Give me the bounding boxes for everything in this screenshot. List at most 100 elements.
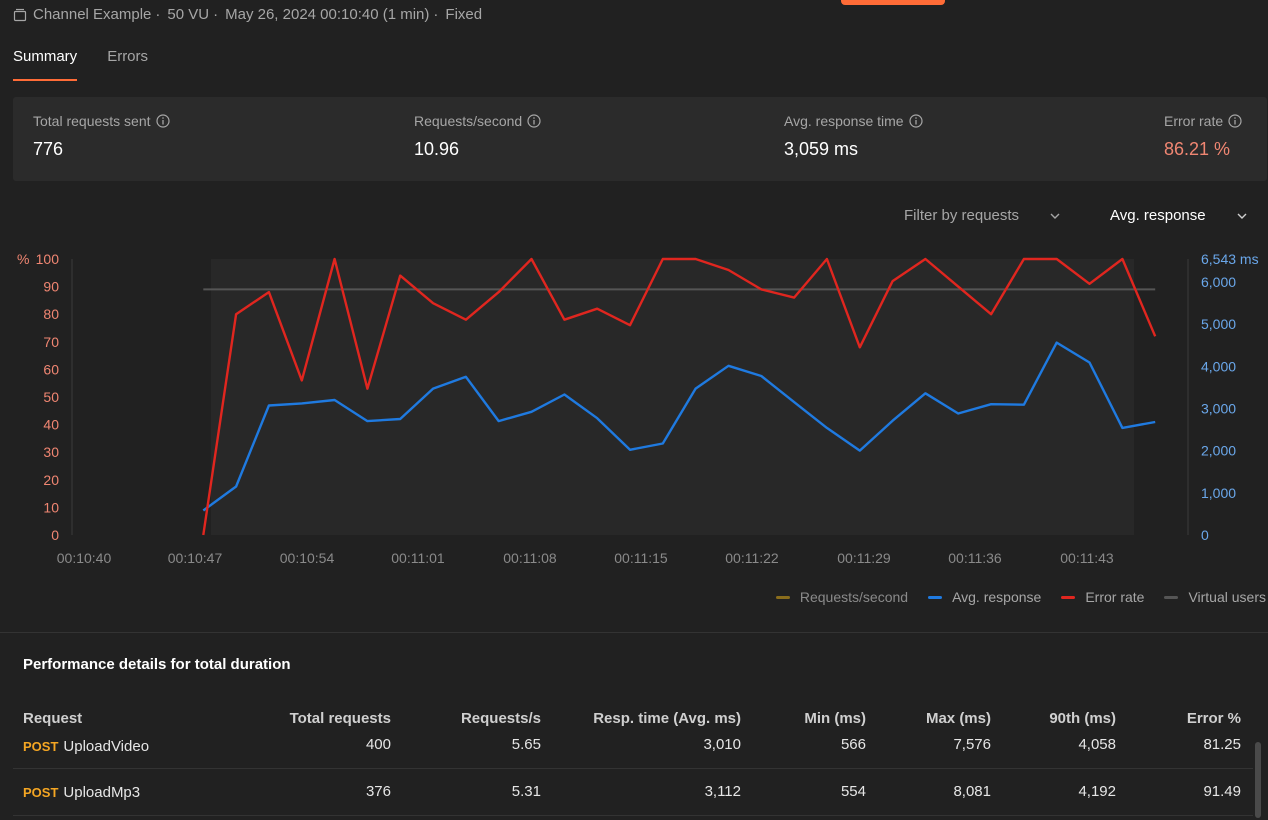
separator: · [433, 6, 439, 23]
request-cell[interactable]: POST UploadVideo [23, 738, 149, 755]
legend-swatch [1061, 595, 1076, 599]
chart-legend: Requests/second Avg. response Error rate… [775, 589, 1266, 605]
legend-error-rate[interactable]: Error rate [1061, 589, 1144, 605]
right-axis-tick: 3,000 [1201, 400, 1236, 416]
table-row[interactable]: POST UploadMp3 376 5.31 3,112 554 8,081 4… [13, 769, 1253, 816]
info-icon[interactable] [1228, 114, 1242, 128]
collection-name[interactable]: Channel Example [33, 6, 152, 23]
series-avg-response-line[interactable] [202, 341, 1156, 512]
right-axis-tick: 0 [1201, 527, 1209, 543]
header-min[interactable]: Min (ms) [804, 710, 866, 727]
chart-active-region [211, 259, 1134, 535]
run-info: Channel Example · 50 VU · May 26, 2024 0… [13, 6, 482, 23]
legend-swatch [1164, 595, 1179, 599]
legend-label: Avg. response [952, 589, 1042, 605]
legend-avg-response[interactable]: Avg. response [928, 589, 1041, 605]
collection-icon [13, 8, 27, 21]
chevron-down-icon [1050, 213, 1060, 219]
run-again-button[interactable] [841, 0, 945, 5]
info-icon[interactable] [527, 114, 541, 128]
series-error-rate-line[interactable] [202, 257, 1157, 536]
x-axis-tick: 00:11:22 [725, 550, 779, 566]
load-profile: Fixed [445, 6, 483, 23]
chevron-down-icon [1237, 213, 1247, 219]
left-axis-tick: 60 [43, 361, 59, 377]
x-axis-tick: 00:11:08 [503, 550, 557, 566]
requests-per-second-cell: 5.31 [511, 783, 541, 800]
info-icon[interactable] [155, 114, 170, 128]
metric-dropdown[interactable]: Avg. response [1110, 207, 1248, 224]
total-requests-cell: 400 [365, 736, 391, 753]
legend-requests-second[interactable]: Requests/second [775, 589, 909, 605]
stat-value: 776 [33, 139, 64, 159]
header-resp-time[interactable]: Resp. time (Avg. ms) [593, 710, 741, 727]
header-max[interactable]: Max (ms) [925, 710, 991, 727]
table-row[interactable]: POST UploadVideo 400 5.65 3,010 566 7,576… [13, 736, 1253, 769]
error-percent-cell: 91.49 [1203, 783, 1241, 800]
performance-table: Request Total requests Requests/s Resp. … [13, 706, 1253, 816]
http-method: POST [23, 739, 59, 754]
x-axis-tick: 00:10:40 [57, 550, 112, 566]
summary-stats-panel: Total requests sent 776 Requests/second … [13, 97, 1267, 181]
legend-swatch [928, 595, 943, 599]
legend-label: Virtual users [1188, 589, 1266, 605]
requests-per-second-cell: 5.65 [511, 736, 541, 753]
tab-errors[interactable]: Errors [107, 48, 149, 65]
table-scrollbar[interactable] [1255, 742, 1261, 818]
left-axis-tick: 50 [43, 389, 59, 405]
resp-time-cell: 3,010 [703, 736, 741, 753]
left-axis-tick: 10 [43, 499, 59, 515]
header-requests-per-second[interactable]: Requests/s [460, 710, 541, 727]
max-cell: 8,081 [953, 783, 991, 800]
header-total-requests[interactable]: Total requests [289, 710, 391, 727]
run-header: Channel Example · 50 VU · May 26, 2024 0… [0, 0, 1268, 32]
stat-label: Total requests sent [33, 113, 151, 129]
filter-requests-label: Filter by requests [904, 207, 1020, 224]
x-axis-tick: 00:11:15 [614, 550, 668, 566]
stat-label: Avg. response time [784, 113, 904, 129]
error-percent-cell: 81.25 [1203, 736, 1241, 753]
left-axis-tick: 20 [43, 472, 59, 488]
stat-label: Error rate [1164, 113, 1224, 129]
max-cell: 7,576 [953, 736, 991, 753]
left-axis-tick: 40 [43, 417, 59, 433]
x-axis-tick: 00:11:36 [948, 550, 1002, 566]
header-p90[interactable]: 90th (ms) [1049, 710, 1116, 727]
stat-requests-per-second: Requests/second 10.96 [414, 113, 541, 160]
stat-value: 3,059 ms [784, 139, 859, 159]
right-axis-tick: 5,000 [1201, 316, 1236, 332]
table-header: Request Total requests Requests/s Resp. … [13, 706, 1253, 736]
left-axis-tick: 90 [43, 279, 59, 295]
min-cell: 566 [840, 736, 866, 753]
legend-label: Error rate [1085, 589, 1145, 605]
stat-value: 86.21 % [1164, 139, 1231, 159]
right-axis-tick: 4,000 [1201, 358, 1236, 374]
stat-error-rate: Error rate 86.21 % [1164, 113, 1242, 160]
x-axis-tick: 00:11:01 [391, 550, 445, 566]
x-axis-tick: 00:10:47 [168, 550, 223, 566]
header-error-percent[interactable]: Error % [1186, 710, 1241, 727]
http-method: POST [23, 785, 59, 800]
p90-cell: 4,192 [1078, 783, 1116, 800]
legend-label: Requests/second [799, 589, 909, 605]
request-name: UploadVideo [63, 738, 150, 755]
section-divider [0, 632, 1268, 633]
x-axis-tick: 00:10:54 [280, 550, 335, 566]
request-cell[interactable]: POST UploadMp3 [23, 784, 140, 801]
header-request[interactable]: Request [23, 710, 83, 727]
left-axis-unit: % [17, 251, 29, 267]
tab-summary[interactable]: Summary [13, 46, 78, 81]
stat-total-requests: Total requests sent 776 [33, 113, 170, 160]
left-axis-tick: 0 [51, 527, 59, 543]
right-axis-max: 6,543 ms [1201, 251, 1259, 267]
right-axis-tick: 1,000 [1201, 485, 1236, 501]
info-icon[interactable] [908, 114, 923, 128]
stat-label: Requests/second [414, 113, 523, 129]
legend-virtual-users[interactable]: Virtual users [1164, 589, 1266, 605]
right-axis-tick: 2,000 [1201, 443, 1236, 459]
right-axis-tick: 6,000 [1201, 274, 1236, 290]
min-cell: 554 [840, 783, 866, 800]
metric-label: Avg. response [1110, 207, 1206, 224]
filter-requests-dropdown[interactable]: Filter by requests [904, 207, 1061, 224]
performance-chart[interactable]: 0 10 20 30 40 50 60 70 80 90 100% 0 1,000 2,000 3,000… [0, 245, 1268, 575]
